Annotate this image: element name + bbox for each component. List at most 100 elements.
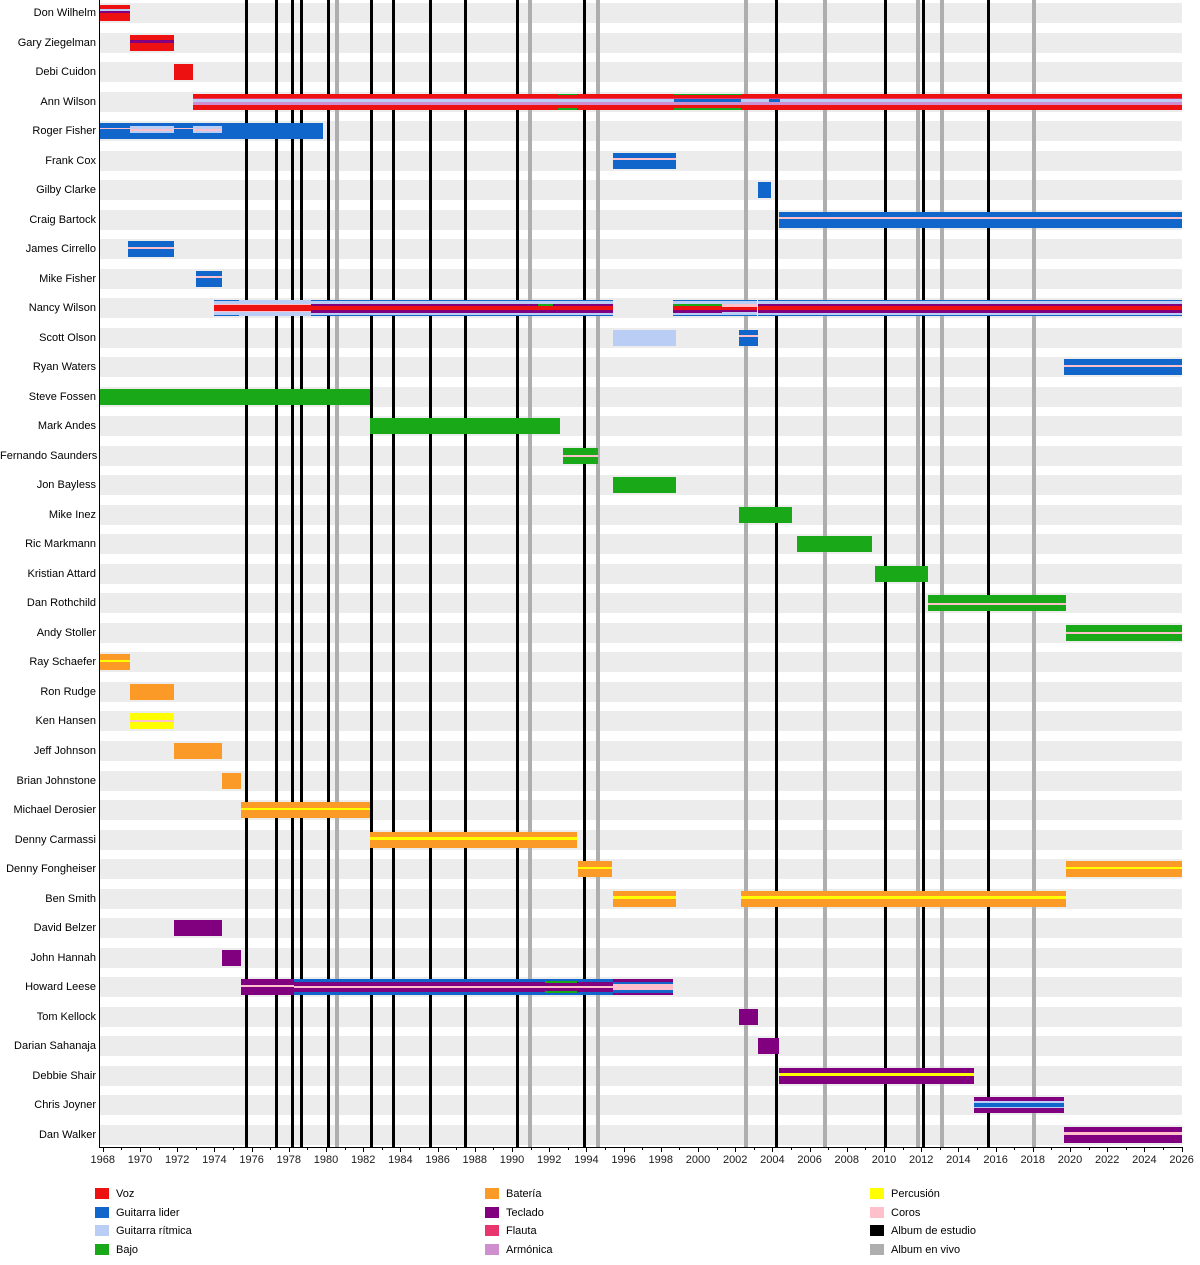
role-stripe-flauta — [577, 97, 674, 100]
role-stripe-lider — [738, 337, 758, 346]
role-stripe-lider — [613, 981, 673, 985]
role-stripe-lider — [193, 123, 222, 127]
member-name: Brian Johnstone — [16, 774, 97, 787]
member-bar — [577, 979, 614, 996]
member-name: Fernando Saunders — [0, 449, 98, 462]
role-stripe-voz — [214, 305, 239, 311]
role-stripe-coros — [722, 304, 758, 307]
role-stripe-lider — [127, 241, 175, 247]
member-bar — [613, 477, 676, 494]
axis-tick — [1088, 1147, 1090, 1150]
axis-tick-label: 1988 — [462, 1154, 488, 1166]
role-stripe-teclado — [129, 40, 175, 43]
member-name: Mark Andes — [37, 420, 96, 433]
member-name: Nancy Wilson — [28, 302, 96, 315]
role-stripe-lider — [100, 123, 130, 128]
role-stripe-lider — [294, 979, 546, 982]
axis-tick-label: 1992 — [536, 1154, 562, 1166]
role-stripe-teclado — [672, 310, 723, 313]
axis-tick-label: 1976 — [239, 1154, 264, 1166]
row-band — [100, 947, 1182, 968]
role-stripe-lider — [613, 990, 673, 993]
studio-album-line — [774, 0, 778, 1147]
role-stripe-teclado — [757, 303, 1182, 307]
legend-label: Coros — [891, 1206, 921, 1219]
legend-label: Bajo — [116, 1243, 139, 1256]
row-band — [100, 32, 1182, 53]
role-stripe-voz — [193, 104, 559, 110]
axis-tick — [1032, 1147, 1034, 1152]
member-name: Ben Smith — [45, 892, 96, 905]
axis-tick-label: 2002 — [722, 1154, 748, 1166]
role-stripe-percusion — [1066, 866, 1182, 870]
role-stripe-ritmica — [311, 301, 539, 304]
role-stripe-bajo — [927, 604, 1067, 612]
role-stripe-armonica — [558, 102, 578, 105]
member-name: Chris Joyner — [34, 1099, 96, 1112]
role-stripe-voz — [538, 305, 553, 311]
live-album-line — [596, 0, 601, 1147]
legend-label: Batería — [506, 1188, 542, 1200]
role-stripe-bajo — [538, 303, 553, 306]
role-stripe-bateria — [129, 683, 175, 700]
role-stripe-lider — [577, 992, 614, 996]
role-stripe-teclado — [294, 988, 546, 993]
legend-swatch-voz — [95, 1188, 109, 1199]
role-stripe-lider — [552, 315, 614, 317]
role-stripe-lider — [294, 992, 546, 996]
role-stripe-teclado — [974, 1108, 1065, 1114]
axis-tick — [809, 1147, 811, 1152]
axis-tick — [828, 1147, 830, 1150]
role-stripe-ritmica — [672, 312, 723, 316]
row-band — [100, 3, 1182, 23]
axis-tick — [493, 1147, 495, 1150]
axis-tick — [1107, 1147, 1109, 1152]
legend-swatch-bateria — [485, 1188, 499, 1199]
row-band — [100, 711, 1182, 732]
role-stripe-coros — [193, 129, 222, 132]
axis-tick-label: 2010 — [871, 1154, 897, 1166]
role-stripe-teclado — [1064, 1134, 1182, 1143]
member-bar — [369, 418, 561, 435]
axis-tick-label: 2026 — [1169, 1154, 1194, 1166]
member-bar — [757, 182, 772, 199]
legend-label: Voz — [116, 1188, 135, 1200]
role-stripe-ritmica — [129, 131, 175, 134]
legend-swatch-flauta — [485, 1225, 499, 1236]
axis-tick — [511, 1147, 513, 1152]
row-band — [100, 445, 1182, 466]
member-name: Ken Hansen — [35, 715, 96, 728]
member-bar — [927, 595, 1067, 612]
axis-tick-label: 2018 — [1020, 1154, 1046, 1166]
role-stripe-lider — [757, 315, 1182, 317]
member-bar — [740, 93, 769, 110]
role-stripe-ritmica — [100, 9, 130, 12]
role-stripe-voz — [100, 5, 130, 9]
role-stripe-teclado — [757, 1038, 779, 1055]
member-name: Ron Rudge — [40, 685, 96, 698]
role-stripe-teclado — [311, 303, 539, 307]
member-name: Jon Bayless — [36, 479, 96, 492]
role-stripe-lider — [100, 129, 130, 140]
member-name: David Belzer — [33, 922, 96, 935]
role-stripe-bajo — [796, 536, 872, 553]
row-band — [100, 741, 1182, 761]
role-stripe-voz — [577, 93, 674, 98]
role-stripe-flauta — [768, 97, 780, 100]
role-stripe-teclado — [577, 988, 614, 993]
role-stripe-teclado — [311, 310, 539, 313]
role-stripe-bajo — [563, 457, 598, 464]
member-bar — [214, 300, 239, 317]
axis-tick-label: 2014 — [946, 1154, 971, 1166]
role-stripe-ritmica — [552, 312, 614, 316]
member-name: Darian Sahanaja — [14, 1040, 96, 1053]
axis-tick — [177, 1147, 179, 1152]
axis-tick-label: 2006 — [797, 1154, 822, 1166]
role-stripe-coros — [241, 984, 295, 987]
member-name: Debi Cuidon — [35, 66, 96, 79]
role-stripe-armonica — [779, 102, 1182, 105]
x-axis-line — [99, 1147, 1183, 1148]
member-bar — [738, 329, 758, 346]
member-name: Mike Fisher — [39, 272, 96, 285]
